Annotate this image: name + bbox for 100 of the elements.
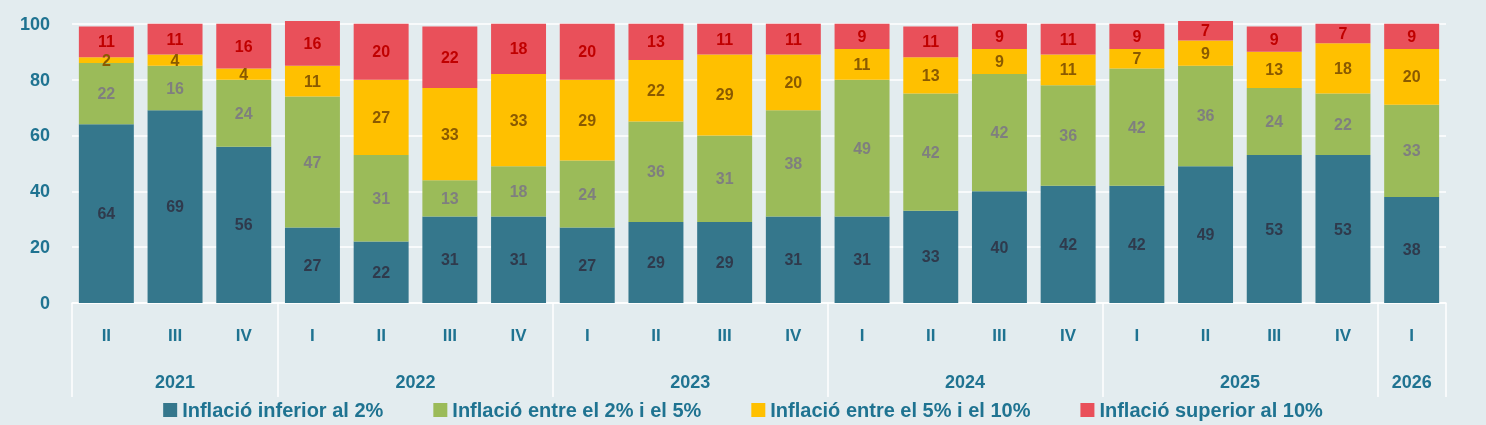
x-tick-label: III	[442, 326, 457, 345]
x-tick-label: III	[992, 326, 1007, 345]
bar	[697, 23, 753, 55]
text: 2021	[155, 372, 196, 392]
data-label: 11	[853, 55, 871, 73]
bar	[903, 57, 959, 94]
data-label: 7	[1338, 25, 1348, 43]
bar	[422, 216, 478, 303]
bar	[628, 60, 684, 122]
bar	[353, 241, 409, 303]
data-label: 24	[234, 104, 253, 122]
y-tick-label: 0	[39, 293, 50, 313]
data-label: 11	[97, 33, 115, 51]
bar	[422, 26, 478, 89]
data-label: 7	[1132, 50, 1142, 68]
y-tick-label: 100	[19, 13, 50, 34]
bar	[559, 23, 615, 80]
bar	[491, 166, 547, 217]
text: 2025	[1219, 372, 1260, 392]
data-label: 9	[1132, 27, 1142, 45]
data-label: 7	[1201, 22, 1211, 40]
data-label: 29	[647, 254, 665, 272]
bar	[1315, 93, 1371, 156]
bar	[903, 26, 959, 58]
bar	[1246, 88, 1302, 156]
bar	[628, 222, 684, 303]
data-label: 16	[234, 37, 253, 55]
x-tick-label: IV	[1060, 326, 1077, 345]
bar	[1178, 21, 1234, 41]
data-label: 42	[1127, 235, 1146, 253]
data-label: 42	[921, 143, 940, 161]
bar	[491, 216, 547, 303]
data-label: 49	[1196, 226, 1215, 244]
bar	[628, 121, 684, 223]
data-label: 42	[1059, 235, 1078, 253]
bar	[765, 216, 821, 303]
data-label: 36	[1059, 126, 1078, 144]
bar	[1178, 166, 1234, 303]
data-label: 9	[857, 27, 867, 45]
y-tick-label: 60	[29, 125, 50, 146]
bar	[971, 74, 1027, 192]
data-label: 16	[303, 34, 322, 52]
data-label: 22	[647, 82, 665, 100]
x-tick-label: II	[1200, 326, 1211, 345]
bar	[765, 23, 821, 55]
x-tick-label: I	[584, 326, 590, 345]
bar	[697, 222, 753, 303]
data-label: 20	[1402, 68, 1421, 86]
bar	[1109, 68, 1165, 186]
text: 2024	[945, 372, 986, 392]
data-label: 18	[509, 40, 528, 58]
bar	[1109, 185, 1165, 303]
data-label: 56	[234, 216, 253, 234]
data-label: 29	[578, 111, 597, 129]
bar	[1040, 54, 1096, 86]
legend-label: Inflació entre el 2% i el 5%	[452, 399, 702, 421]
data-label: 11	[922, 33, 940, 51]
x-tick-label: I	[1409, 326, 1415, 345]
data-label: 31	[509, 251, 528, 269]
bar	[284, 227, 340, 303]
bar	[559, 227, 615, 303]
data-label: 20	[578, 43, 597, 61]
bar	[1246, 51, 1302, 89]
data-label: 9	[995, 52, 1004, 70]
bar	[284, 65, 340, 97]
data-label: 27	[372, 108, 391, 126]
bar	[1384, 104, 1440, 197]
x-tick-label: III	[167, 326, 183, 345]
bar	[1315, 155, 1371, 303]
y-tick-label: 40	[29, 181, 50, 202]
bar	[697, 135, 753, 223]
bar	[903, 210, 959, 303]
bar	[1040, 185, 1096, 303]
x-tick-label: IV	[235, 326, 253, 345]
bar	[216, 79, 272, 147]
bar	[628, 23, 684, 61]
bar	[1384, 196, 1440, 303]
data-label: 36	[647, 163, 665, 181]
bar	[491, 23, 547, 75]
bar	[422, 88, 478, 181]
data-label: 33	[921, 248, 940, 266]
data-label: 22	[97, 85, 116, 103]
bar	[834, 216, 890, 303]
data-label: 64	[97, 205, 116, 223]
data-label: 31	[372, 189, 391, 207]
y-tick-label: 80	[29, 69, 50, 90]
data-label: 53	[1265, 220, 1284, 238]
text: 2026	[1391, 372, 1432, 392]
data-label: 33	[509, 111, 528, 129]
x-tick-label: IV	[785, 326, 803, 345]
data-label: 9	[1269, 30, 1279, 48]
bar	[216, 23, 272, 69]
x-tick-label: II	[651, 326, 661, 345]
data-label: 40	[990, 238, 1009, 256]
bar	[559, 79, 615, 161]
bar	[765, 54, 821, 111]
y-tick-label: 20	[29, 237, 50, 258]
bar	[1315, 23, 1371, 44]
bar	[1246, 155, 1302, 303]
bar	[284, 96, 340, 228]
